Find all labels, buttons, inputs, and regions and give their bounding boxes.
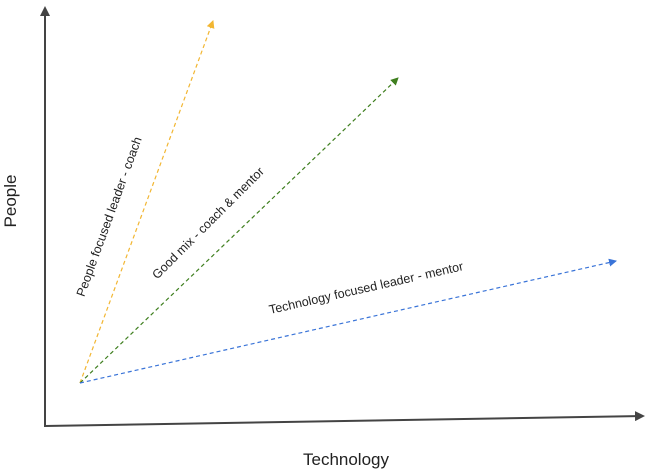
x-axis: [44, 411, 645, 427]
y-axis-title: People: [1, 175, 20, 228]
x-axis-title: Technology: [303, 450, 390, 469]
technology-focused-label: Technology focused leader - mentor: [268, 259, 465, 317]
people-focused-label: People focused leader - coach: [74, 135, 145, 299]
people-focused-arrow: [79, 20, 215, 384]
good-mix-label: Good mix - coach & mentor: [149, 164, 266, 281]
good-mix-arrow: [79, 77, 399, 384]
technology-focused-arrow: [79, 258, 617, 384]
